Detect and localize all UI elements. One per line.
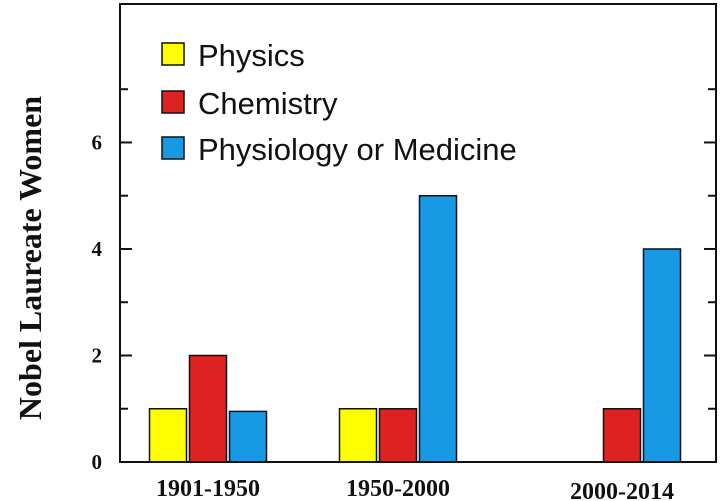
y-tick-labels: 0 2 4 6 <box>92 130 103 474</box>
bar-physics-0 <box>148 407 188 463</box>
y-tick-label: 0 <box>92 450 103 474</box>
category-label-2: 2000-2014 <box>570 479 674 501</box>
bar-chemistry-1 <box>378 407 418 463</box>
bar-chemistry-2 <box>602 407 642 463</box>
category-label-1: 1950-2000 <box>346 476 450 501</box>
y-axis-title: Nobel Laureate Women <box>12 96 48 420</box>
legend-label-1: Chemistry <box>198 86 338 121</box>
legend-swatch-2 <box>161 136 185 160</box>
y-axis-ticks <box>120 88 716 463</box>
legend-label-0: Physics <box>198 38 305 73</box>
bar-physics-1 <box>338 407 378 463</box>
y-tick-label: 4 <box>92 237 103 261</box>
y-tick-label: 6 <box>92 130 103 154</box>
legend-label-2: Physiology or Medicine <box>198 132 517 167</box>
legend: Physics Chemistry Physiology or Medicine <box>161 38 517 167</box>
plot-frame <box>119 3 717 463</box>
bar-chemistry-0 <box>188 354 228 463</box>
category-labels: 1901-1950 1950-2000 2000-2014 <box>156 476 674 501</box>
bar-physiology-or-medicine-1 <box>418 194 458 463</box>
category-label-0: 1901-1950 <box>156 476 260 501</box>
bar-physiology-or-medicine-0 <box>228 410 268 463</box>
bar-physiology-or-medicine-2 <box>642 248 682 463</box>
legend-swatch-0 <box>161 42 185 66</box>
bars <box>148 194 682 463</box>
legend-swatch-1 <box>161 90 185 114</box>
y-tick-label: 2 <box>92 343 103 367</box>
